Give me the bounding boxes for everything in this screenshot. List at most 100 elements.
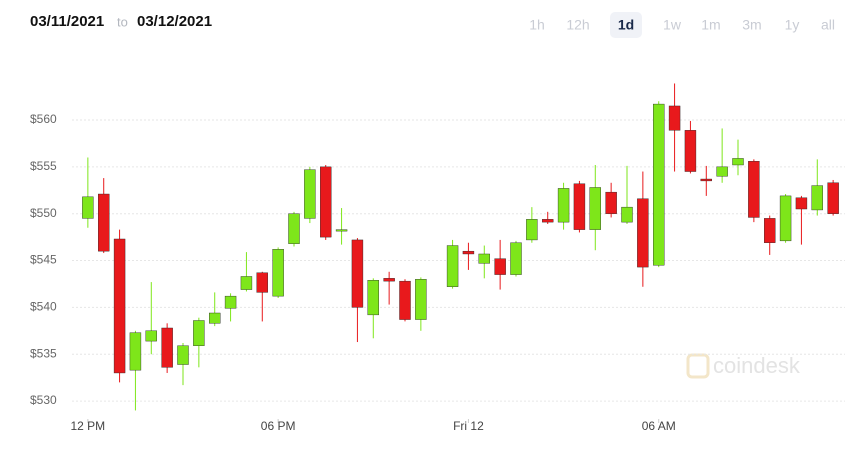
candle-body [98,193,110,252]
candle-body [827,182,839,214]
candle [113,229,126,383]
candle-body [177,345,189,365]
candle-body [637,198,649,268]
candle-body [684,130,697,172]
candle [716,128,728,183]
candle [795,195,808,245]
candle [700,165,712,196]
candle-body [700,178,712,182]
candle-body [795,197,808,210]
candle [764,215,776,255]
candle [351,238,364,343]
range-button[interactable]: 1y [785,17,800,33]
candle [98,178,110,254]
candle-body [510,242,522,275]
range-label[interactable]: 12h [566,17,589,33]
range-button[interactable]: 3m [742,17,761,33]
candle [637,171,649,287]
candle-body [193,320,205,346]
candle-body [209,312,221,324]
candle [732,139,744,176]
candle [177,342,189,386]
candle-body [779,195,792,242]
date-to: 03/12/2021 [137,13,212,30]
candle-body [605,191,617,214]
candle-body [526,219,538,241]
x-tick-label: 06 PM [261,419,296,433]
candle [462,242,475,270]
candle-body [335,229,348,232]
y-tick-label: $560 [30,112,57,126]
candle [748,159,760,223]
candle-body [367,280,379,316]
candle [335,208,348,245]
range-button[interactable]: 1m [701,17,720,33]
candle-body [415,279,427,320]
candle-body [145,330,157,342]
candle-body [748,161,760,218]
candle [542,211,554,224]
candle-body [399,280,411,320]
candle-body [129,332,142,371]
candle [320,164,332,240]
candle [209,292,221,327]
range-label[interactable]: all [821,17,835,33]
candle [827,179,839,216]
candle [589,164,601,251]
candle-body [478,253,490,264]
range-button[interactable]: 12h [566,17,589,33]
candle-body [224,295,237,309]
candle [653,101,665,268]
candle [526,207,538,243]
candle [605,182,617,218]
range-button[interactable]: all [821,17,835,33]
candle [82,157,94,228]
candle-body [161,327,173,368]
candle [304,166,316,224]
candle [684,120,697,174]
candle [478,245,490,279]
date-to-word: to [117,14,128,29]
y-tick-label: $540 [30,300,57,314]
candle-body [462,250,475,255]
range-button[interactable]: 1h [529,17,545,33]
range-label[interactable]: 1h [529,17,545,33]
candle [446,239,459,289]
candle-body [256,272,268,293]
y-tick-label: $555 [30,159,57,173]
candle-body [383,278,395,282]
candle [193,317,205,368]
candle [668,83,681,172]
candle [399,279,411,322]
candle [145,282,157,355]
range-label[interactable]: 1y [785,17,800,33]
range-selected-bg [610,12,642,38]
range-label[interactable]: 1d [618,17,634,33]
range-button[interactable]: 1w [663,17,682,33]
x-tick-label: Fri 12 [453,419,484,433]
candle [161,323,173,373]
x-tick-label: 06 AM [642,419,676,433]
candle [811,159,823,216]
candle-body [668,105,681,131]
candle [494,239,506,290]
candle-body [351,239,364,308]
range-label[interactable]: 1m [701,17,720,33]
candle [557,182,570,230]
candle-body [716,166,728,177]
candle-body [542,219,554,223]
candle [367,278,379,339]
y-tick-label: $530 [30,393,57,407]
candle [240,252,253,292]
plot: coindesk $530 $535 $540 $545 $550 $555 $560 12 P… [30,83,845,433]
range-label[interactable]: 3m [742,17,761,33]
watermark-logo [686,353,710,379]
candle-body [494,258,506,275]
candle-body [557,188,570,223]
range-button[interactable]: 1d [610,12,642,38]
y-tick-label: $550 [30,206,57,220]
range-label[interactable]: 1w [663,17,682,33]
candle-body [288,213,300,244]
candle-body [589,187,601,230]
